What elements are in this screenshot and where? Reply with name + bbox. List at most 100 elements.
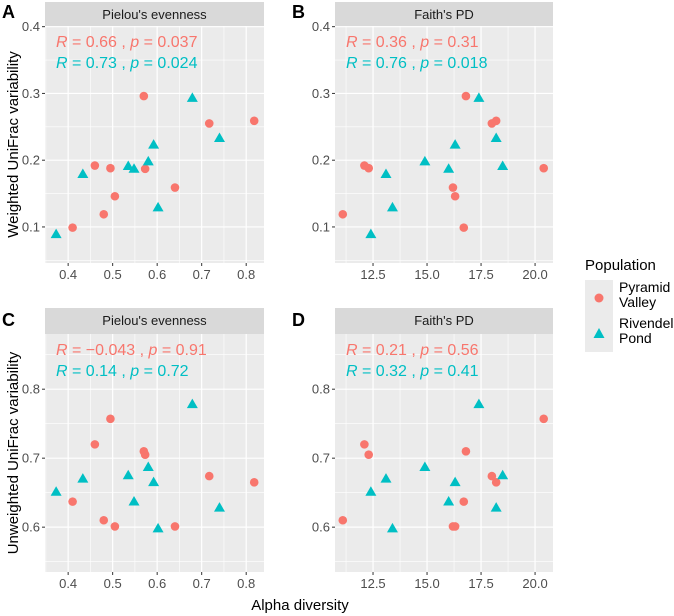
panel-label: C: [2, 310, 15, 330]
data-point-pyramid-valley: [459, 497, 469, 506]
data-point-rivendell-pond: [152, 201, 164, 212]
data-point-pyramid-valley: [170, 522, 180, 531]
facet-strip: [335, 2, 553, 26]
data-point-pyramid-valley: [90, 440, 100, 449]
data-point-rivendell-pond: [77, 168, 89, 179]
p-symbol: p: [129, 34, 139, 51]
data-point-pyramid-valley: [459, 223, 469, 232]
data-point-pyramid-valley: [450, 191, 460, 201]
data-point-rivendell-pond: [490, 502, 502, 512]
r-value: = 0.21 ,: [358, 342, 421, 359]
p-value: = 0.72: [139, 363, 188, 380]
data-point-pyramid-valley: [110, 522, 120, 531]
facet-strip: [45, 308, 264, 334]
legend-label-rivendell-line1: Rivendell: [619, 315, 674, 331]
correlation-annotation: R = 0.36 , p = 0.31: [346, 34, 479, 51]
data-point-pyramid-valley: [249, 116, 259, 126]
data-point-rivendell-pond: [449, 476, 461, 487]
data-point-rivendell-pond: [365, 228, 377, 239]
data-point-rivendell-pond: [186, 398, 198, 409]
data-point-rivendell-pond: [473, 92, 485, 102]
p-symbol: p: [419, 55, 429, 72]
x-tick-label: 17.5: [468, 267, 493, 282]
data-point-pyramid-valley: [450, 522, 460, 531]
facet-strip: [335, 308, 553, 334]
data-point-rivendell-pond: [419, 461, 431, 471]
data-point-pyramid-valley: [106, 163, 115, 173]
legend-label-pyramid-line2: Valley: [619, 294, 656, 310]
legend: Population Pyramid Valley Rivendell Pond: [585, 257, 674, 352]
p-symbol: p: [148, 342, 158, 359]
panel-c: Pielou's evenness C 0.4 0.5 0.6 0.7 0.8 0.6 0.7 0…: [2, 308, 264, 591]
data-point-rivendell-pond: [380, 473, 392, 483]
data-point-rivendell-pond: [148, 139, 160, 149]
legend-label-pyramid-line1: Pyramid: [619, 279, 670, 295]
data-point-pyramid-valley: [68, 497, 77, 506]
data-point-pyramid-valley: [140, 164, 150, 174]
x-tick-label: 20.0: [522, 576, 547, 591]
correlation-annotation: R = 0.66 , p = 0.037: [56, 34, 198, 51]
data-point-pyramid-valley: [491, 116, 501, 126]
panel-b: Faith's PD B 12.5 15.0 17.5 20.0 0.1 0.2 0.3 0.4 R…: [292, 2, 553, 282]
y-tick-label: 0.1: [312, 219, 330, 234]
p-value: = 0.41: [429, 363, 478, 380]
r-symbol: R: [56, 34, 68, 51]
data-point-rivendell-pond: [213, 132, 225, 142]
y-tick-label: 0.1: [22, 219, 40, 234]
x-tick-label: 0.7: [193, 576, 211, 591]
x-tick-label: 0.6: [148, 576, 166, 591]
p-symbol: p: [419, 342, 429, 359]
data-point-rivendell-pond: [142, 461, 154, 471]
data-point-rivendell-pond: [50, 486, 62, 496]
p-value: = 0.024: [139, 55, 197, 72]
data-point-rivendell-pond: [128, 163, 140, 173]
x-tick-label: 0.8: [237, 576, 255, 591]
data-point-pyramid-valley: [539, 163, 549, 173]
x-tick-label: 0.5: [104, 576, 122, 591]
data-point-rivendell-pond: [497, 469, 509, 480]
data-point-pyramid-valley: [99, 515, 109, 525]
panel-label: B: [292, 2, 305, 22]
data-point-pyramid-valley: [204, 471, 214, 481]
data-point-rivendell-pond: [142, 155, 154, 166]
x-tick-label: 15.0: [414, 267, 439, 282]
data-point-rivendell-pond: [50, 228, 62, 239]
r-value: = 0.32 ,: [358, 363, 421, 380]
y-tick-label: 0.7: [312, 451, 330, 466]
legend-key-circle: [594, 293, 604, 303]
data-point-pyramid-valley: [90, 161, 100, 170]
r-symbol: R: [346, 34, 358, 51]
y-tick-label: 0.6: [312, 520, 330, 535]
x-tick-label: 0.7: [193, 267, 211, 282]
plot-background: [335, 26, 553, 263]
data-point-pyramid-valley: [204, 119, 214, 128]
data-point-pyramid-valley: [140, 450, 150, 460]
y-tick-label: 0.3: [22, 86, 40, 101]
correlation-annotation: R = 0.76 , p = 0.018: [346, 55, 488, 72]
data-point-rivendell-pond: [380, 168, 392, 179]
y-tick-label: 0.4: [22, 19, 40, 34]
y-axis-title: Unweighted UniFrac variability: [5, 351, 22, 554]
x-tick-label: 0.4: [59, 267, 77, 282]
r-value: = 0.76 ,: [358, 55, 421, 72]
p-symbol: p: [419, 34, 429, 51]
correlation-annotation: R = 0.14 , p = 0.72: [56, 363, 189, 380]
y-tick-label: 0.7: [22, 451, 40, 466]
facet-strip-label: Faith's PD: [414, 313, 474, 328]
x-tick-label: 0.4: [59, 576, 77, 591]
data-point-pyramid-valley: [461, 446, 471, 456]
data-point-pyramid-valley: [338, 209, 348, 219]
data-point-rivendell-pond: [497, 160, 509, 171]
facet-strip-label: Pielou's evenness: [102, 7, 207, 22]
p-value: = 0.91: [157, 342, 206, 359]
x-tick-label: 15.0: [414, 576, 439, 591]
panel-label: A: [2, 2, 15, 22]
x-tick-label: 17.5: [468, 576, 493, 591]
data-point-pyramid-valley: [106, 414, 115, 424]
correlation-annotation: R = 0.32 , p = 0.41: [346, 363, 479, 380]
legend-title: Population: [585, 257, 656, 274]
data-point-pyramid-valley: [170, 183, 180, 192]
correlation-annotation: R = 0.21 , p = 0.56: [346, 342, 479, 359]
data-point-rivendell-pond: [128, 495, 140, 506]
